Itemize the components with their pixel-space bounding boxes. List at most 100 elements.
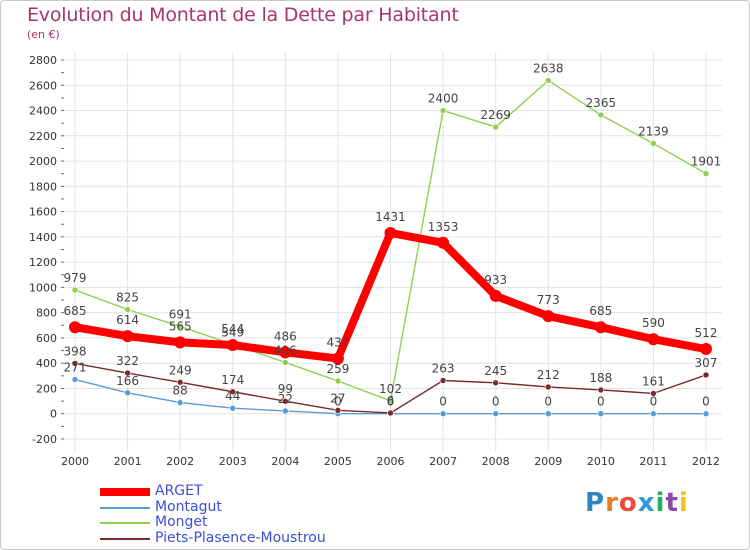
data-point <box>544 383 552 391</box>
data-point <box>492 379 499 387</box>
data-label: 512 <box>695 326 718 340</box>
logo-letter: r <box>605 488 619 518</box>
data-label: 99 <box>278 382 293 396</box>
data-label: 437 <box>326 336 349 350</box>
data-point <box>331 352 344 365</box>
data-point <box>121 330 134 343</box>
data-label: 1353 <box>428 220 459 234</box>
data-point <box>176 378 184 386</box>
data-label: 0 <box>387 395 395 409</box>
x-tick-label: 2004 <box>271 455 299 468</box>
data-label: 161 <box>642 374 665 388</box>
y-tick-label: 800 <box>36 307 57 320</box>
data-label: 6 <box>387 394 395 408</box>
data-label: 549 <box>221 325 244 339</box>
data-point <box>229 388 237 396</box>
data-label: 590 <box>642 316 665 330</box>
chart-subtitle: (en €) <box>27 28 60 41</box>
data-point <box>71 376 79 383</box>
data-point <box>542 310 555 323</box>
data-point <box>650 410 657 418</box>
data-point <box>439 107 447 114</box>
logo-letter: o <box>618 488 638 518</box>
data-point <box>437 236 450 249</box>
data-label: 614 <box>116 313 139 327</box>
data-label: 307 <box>695 356 718 370</box>
data-point <box>700 343 712 356</box>
x-tick-label: 2000 <box>61 455 89 468</box>
legend-label: Montagut <box>155 498 222 515</box>
data-label: 27 <box>330 391 345 405</box>
x-tick-label: 2007 <box>429 455 457 468</box>
data-label: 0 <box>492 395 500 409</box>
y-tick-label: 2800 <box>29 54 57 67</box>
data-label: 406 <box>274 343 297 357</box>
data-label: 2139 <box>638 125 669 139</box>
data-point <box>334 407 342 414</box>
legend-swatch <box>100 537 150 540</box>
data-label: 691 <box>169 307 192 321</box>
y-tick-label: 0 <box>50 408 57 421</box>
data-point <box>597 111 605 119</box>
data-point <box>124 369 131 377</box>
data-point <box>226 339 239 352</box>
legend-label: Piets-Plasence-Moustrou <box>155 529 326 546</box>
logo-letter: P <box>585 488 606 518</box>
logo-letter: i <box>678 488 689 518</box>
legend-swatch <box>100 488 150 496</box>
legend-label: Monget <box>155 514 208 530</box>
data-point <box>544 410 552 418</box>
data-label: 2400 <box>428 92 459 106</box>
chart-title: Evolution du Montant de la Dette par Hab… <box>27 4 459 26</box>
y-tick-label: 1400 <box>29 231 57 244</box>
data-point <box>71 286 79 294</box>
data-point <box>176 323 184 330</box>
data-label: 544 <box>221 322 244 336</box>
data-point <box>647 333 660 346</box>
logo-letter: x <box>637 488 656 518</box>
data-point <box>544 77 552 84</box>
data-label: 2638 <box>533 61 564 75</box>
data-label: 825 <box>116 291 139 305</box>
data-label: 933 <box>484 273 507 287</box>
y-tick-label: 400 <box>36 357 57 370</box>
data-label: 44 <box>225 389 240 403</box>
data-label: 486 <box>274 329 297 343</box>
data-point <box>597 386 605 394</box>
data-point <box>69 321 81 334</box>
data-label: 0 <box>650 395 658 409</box>
x-tick-label: 2011 <box>639 455 667 468</box>
data-label: 259 <box>326 362 349 376</box>
logo-letter: i <box>655 488 666 518</box>
y-tick-label: -200 <box>32 433 57 446</box>
y-tick-label: 1000 <box>29 281 57 294</box>
data-label: 398 <box>64 344 87 358</box>
data-point <box>387 409 394 417</box>
data-label: 1431 <box>375 210 406 224</box>
data-point <box>229 404 237 412</box>
proxiti-logo: Proxiti <box>585 488 689 518</box>
data-label: 0 <box>597 395 605 409</box>
x-tick-label: 2012 <box>692 455 720 468</box>
data-label: 2365 <box>586 96 617 110</box>
data-label: 2269 <box>480 108 511 122</box>
legend-swatch <box>100 522 150 524</box>
data-label: 1901 <box>691 155 722 169</box>
data-label: 0 <box>334 395 342 409</box>
data-label: 685 <box>64 304 87 318</box>
data-point <box>650 140 657 147</box>
data-point <box>439 410 447 418</box>
data-point <box>702 371 710 379</box>
y-tick-label: 600 <box>36 332 57 345</box>
data-point <box>702 410 710 418</box>
data-point <box>174 336 187 349</box>
x-tick-label: 2009 <box>534 455 562 468</box>
y-tick-label: 2000 <box>29 155 57 168</box>
x-tick-label: 2001 <box>114 455 142 468</box>
data-point <box>702 170 710 177</box>
x-tick-label: 2002 <box>166 455 194 468</box>
x-tick-label: 2005 <box>324 455 352 468</box>
data-label: 0 <box>439 395 447 409</box>
data-point <box>492 410 499 418</box>
